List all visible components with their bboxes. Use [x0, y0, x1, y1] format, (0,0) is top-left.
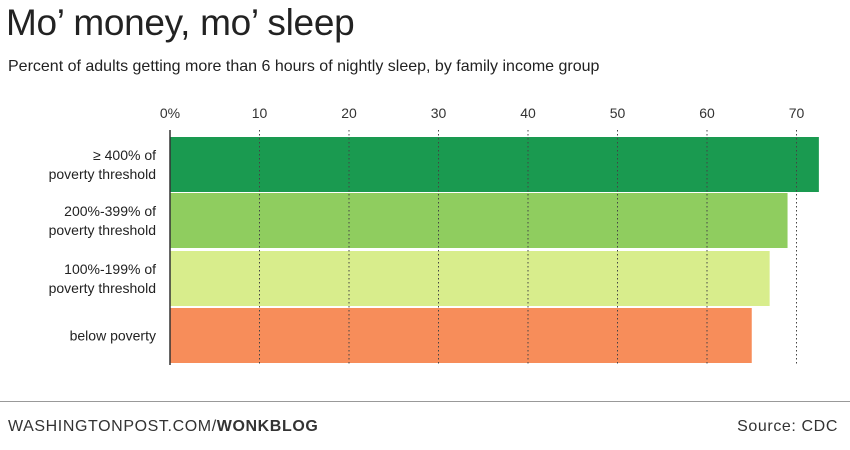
category-label-line: poverty threshold [49, 166, 156, 182]
category-label-line: poverty threshold [49, 222, 156, 238]
footer-source: Source: CDC [737, 418, 838, 435]
x-tick-label-70: 70 [789, 105, 805, 121]
category-label-0: ≥ 400% of poverty threshold [49, 147, 157, 182]
category-label-line: poverty threshold [49, 280, 156, 296]
category-label-3: below poverty [70, 328, 156, 344]
bar-1 [170, 193, 788, 248]
category-label-2: 100%-199% of poverty threshold [49, 261, 157, 296]
chart-title: Mo’ money, mo’ sleep [6, 2, 355, 43]
x-tick-label-0: 0% [160, 105, 180, 121]
footer-site: WASHINGTONPOST.COM/ [8, 418, 217, 435]
footer-brand: WONKBLOG [216, 418, 319, 435]
category-label-line: 200%-399% of [64, 203, 156, 219]
bar-chart: 0% 10 20 30 40 50 60 70 ≥ 400% of poverty thresho… [49, 105, 819, 365]
x-tick-label-40: 40 [520, 105, 536, 121]
category-label-1: 200%-399% of poverty threshold [49, 203, 157, 238]
category-label-line: ≥ 400% of [93, 147, 156, 163]
x-tick-label-60: 60 [699, 105, 715, 121]
footer-divider [0, 401, 850, 402]
x-tick-label-50: 50 [610, 105, 626, 121]
x-tick-label-10: 10 [252, 105, 268, 121]
x-tick-label-20: 20 [341, 105, 357, 121]
chart-subtitle: Percent of adults getting more than 6 ho… [8, 58, 600, 75]
bar-2 [170, 251, 770, 306]
bar-3 [170, 308, 752, 363]
bar-0 [170, 137, 819, 192]
category-label-line: 100%-199% of [64, 261, 156, 277]
x-tick-label-30: 30 [431, 105, 447, 121]
footer-credit: WASHINGTONPOST.COM/WONKBLOG [8, 418, 318, 436]
category-label-line: below poverty [70, 328, 156, 344]
